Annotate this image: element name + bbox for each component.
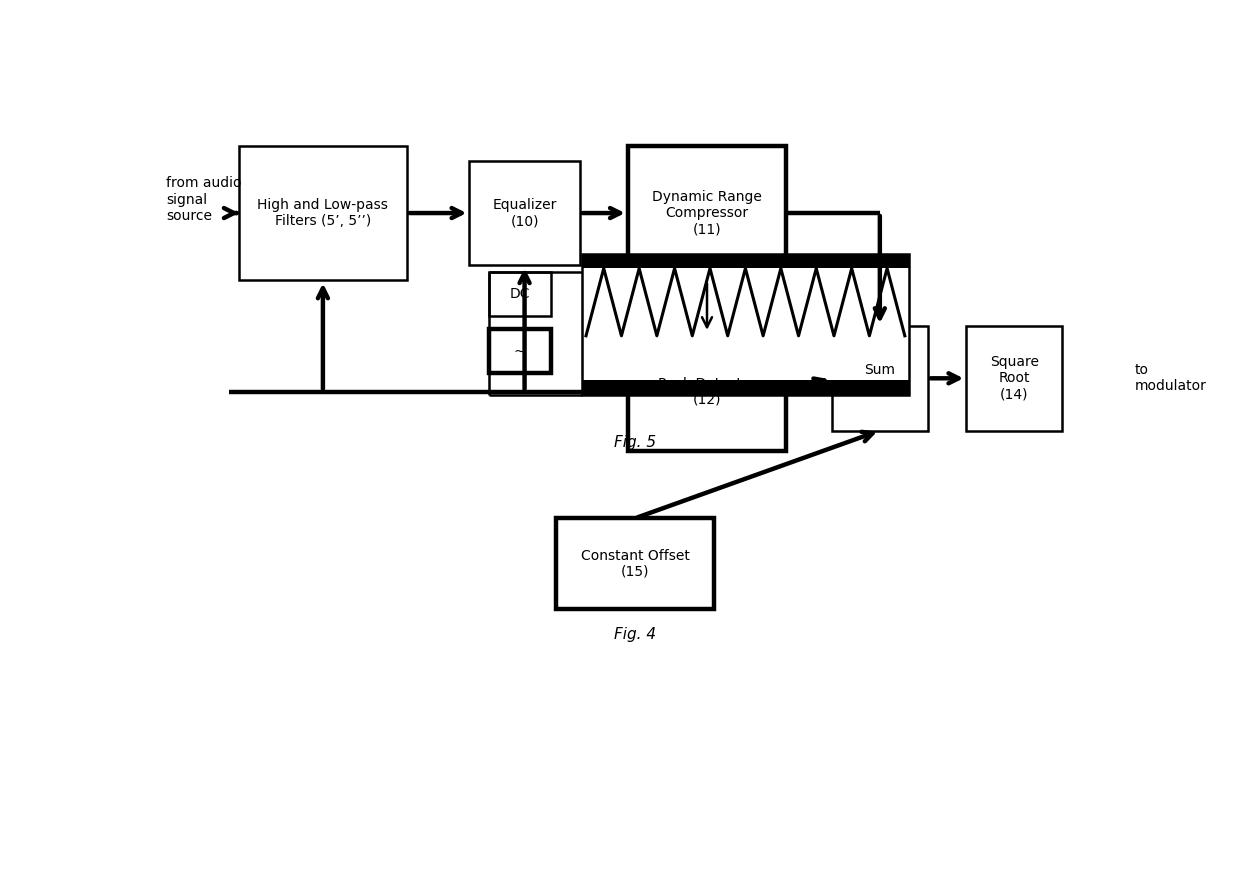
Text: DC: DC: [509, 287, 530, 301]
Bar: [582, 380, 908, 395]
Bar: [470, 161, 580, 265]
Bar: [488, 329, 551, 373]
Bar: [239, 145, 406, 280]
Text: Sum
(13): Sum (13): [865, 364, 896, 393]
Bar: [582, 253, 908, 395]
Bar: [556, 519, 714, 610]
Bar: [966, 326, 1062, 431]
Text: Dynamic Range
Compressor
(11): Dynamic Range Compressor (11): [652, 190, 762, 237]
Text: Peak Detector
(12): Peak Detector (12): [658, 377, 756, 406]
Text: Square
Root
(14): Square Root (14): [990, 355, 1038, 401]
Text: from audio
signal
source: from audio signal source: [166, 176, 242, 223]
Text: Constant Offset
(15): Constant Offset (15): [581, 548, 689, 579]
Bar: [831, 326, 928, 431]
Bar: [488, 272, 551, 316]
Text: Fig. 5: Fig. 5: [615, 434, 655, 450]
Bar: [628, 333, 787, 451]
Text: Fig. 4: Fig. 4: [615, 627, 655, 642]
Bar: [628, 145, 787, 280]
Bar: [582, 253, 908, 268]
Text: to
modulator: to modulator: [1135, 364, 1207, 393]
Text: ~: ~: [514, 344, 525, 358]
Text: High and Low-pass
Filters (5’, 5’’): High and Low-pass Filters (5’, 5’’): [258, 198, 388, 228]
Text: Equalizer
(10): Equalizer (10): [492, 198, 556, 228]
